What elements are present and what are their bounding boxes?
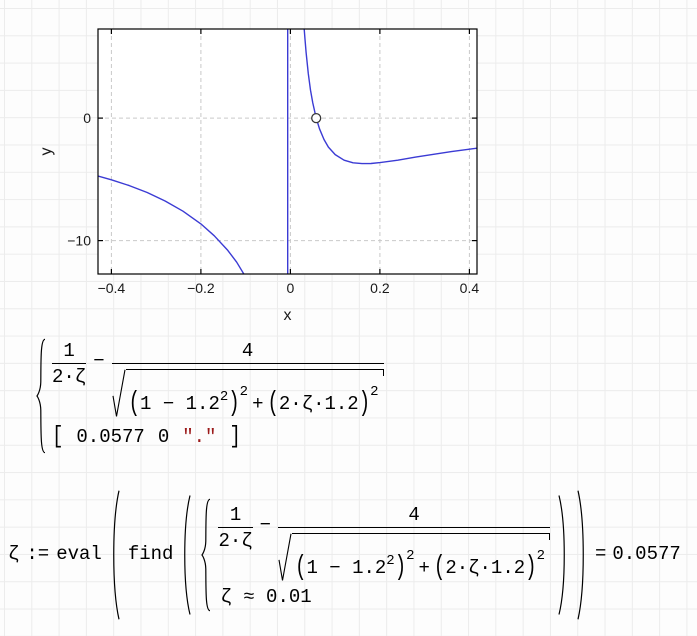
close-paren: ) xyxy=(525,550,537,583)
eval-function-name: eval xyxy=(56,543,102,566)
solve-definition-block[interactable]: ζ := eval find 1 2·ζ − 4 xyxy=(8,488,681,622)
matrix-value-2: 0 xyxy=(157,425,170,448)
close-paren-icon xyxy=(557,493,569,617)
open-paren: ( xyxy=(433,550,446,583)
square-root: (1 − 1.22)2+ (2·ζ·1.2)2 xyxy=(278,533,550,582)
open-paren: ( xyxy=(128,386,141,419)
numerator: 4 xyxy=(408,504,420,527)
term-2: 2·ζ·1.2 xyxy=(278,393,359,415)
x-axis-label: x xyxy=(284,307,292,324)
close-paren: ) xyxy=(228,386,240,419)
exponent: 2 xyxy=(239,384,249,400)
expression-row: 1 2·ζ − 4 (1 − 1.22)2+ (2·ζ·1.2)2 xyxy=(52,337,384,418)
expression-row: 1 2·ζ − 4 (1 − 1.22)2+ (2·ζ·1.2)2 xyxy=(218,501,550,582)
series-left-branch xyxy=(98,175,245,274)
system-body: 1 2·ζ − 4 (1 − 1.22)2+ (2·ζ·1.2)2 xyxy=(52,337,384,455)
minus-operator: − xyxy=(259,514,272,537)
equals-sign: = xyxy=(594,543,607,566)
exponent: 2 xyxy=(219,389,229,405)
svg-text:0: 0 xyxy=(83,110,91,126)
numerator: 1 xyxy=(63,340,75,363)
svg-text:0: 0 xyxy=(287,280,295,296)
denominator: 2·ζ xyxy=(52,366,87,388)
fraction-one-over-2zeta: 1 2·ζ xyxy=(52,337,87,389)
plot-curve xyxy=(98,29,477,274)
matrix-value-1: 0.0577 xyxy=(76,425,145,448)
result-value: 0.0577 xyxy=(612,543,681,566)
matrix-value-string: "." xyxy=(182,425,217,448)
term-2: 2·ζ·1.2 xyxy=(445,557,526,580)
svg-text:−0.2: −0.2 xyxy=(187,280,215,296)
numerator: 4 xyxy=(241,340,254,363)
fraction-one-over-2zeta: 1 2·ζ xyxy=(218,501,253,553)
plot-tick-labels: −0.4 −0.2 0 0.2 0.4 0 −10 xyxy=(67,110,479,296)
matrix-close-bracket: ] xyxy=(229,422,241,451)
svg-text:0.2: 0.2 xyxy=(370,280,390,296)
numerator: 1 xyxy=(229,504,242,527)
plot-border xyxy=(97,28,478,275)
find-function-name: find xyxy=(127,543,174,566)
open-paren: ( xyxy=(295,550,307,583)
term-1: 1 − 1.2 xyxy=(140,393,220,415)
denominator: (1 − 1.22)2+ (2·ζ·1.2)2 xyxy=(112,364,384,418)
close-paren: ) xyxy=(394,550,407,583)
result-matrix-row: [ 0.0577 0 "." ] xyxy=(52,422,384,451)
radicand: (1 − 1.22)2+ (2·ζ·1.2)2 xyxy=(125,369,384,419)
plot-axis-titles: xy xyxy=(38,148,292,325)
close-paren-icon xyxy=(576,488,588,622)
y-axis-label: y xyxy=(38,148,55,156)
trace-marker[interactable] xyxy=(311,112,322,124)
fraction-bar xyxy=(52,363,87,364)
close-paren: ) xyxy=(358,386,371,419)
fraction-bar xyxy=(218,527,253,529)
exponent: 2 xyxy=(370,384,379,400)
fraction-four-over-sqrt: 4 (1 − 1.22)2+ (2·ζ·1.2)2 xyxy=(111,337,384,418)
radicand: (1 − 1.22)2+ (2·ζ·1.2)2 xyxy=(292,533,550,582)
minus-operator: − xyxy=(93,350,105,372)
open-paren-icon xyxy=(180,493,192,617)
open-paren-icon xyxy=(109,488,121,622)
plus-operator: + xyxy=(252,393,264,415)
svg-text:0.4: 0.4 xyxy=(460,280,480,296)
denominator: 2·ζ xyxy=(218,530,253,553)
radical-sign-icon xyxy=(112,369,126,418)
left-brace-icon xyxy=(34,337,46,455)
exponent: 2 xyxy=(406,548,415,565)
guess-row: ζ ≈ 0.01 xyxy=(220,586,312,608)
term-1: 1 − 1.2 xyxy=(306,557,387,580)
fraction-four-over-sqrt: 4 (1 − 1.22)2+ (2·ζ·1.2)2 xyxy=(278,501,550,582)
assign-operator: := xyxy=(26,543,50,566)
zeta-variable: ζ xyxy=(8,543,20,566)
radical-sign-icon xyxy=(278,533,292,582)
plus-operator: + xyxy=(418,557,430,580)
exponent: 2 xyxy=(386,553,395,570)
svg-text:−10: −10 xyxy=(67,233,91,249)
series-right-branch xyxy=(303,29,477,165)
system-brace-icon xyxy=(199,497,211,613)
fraction-bar xyxy=(111,363,384,364)
svg-text:−0.4: −0.4 xyxy=(98,280,126,296)
matrix-open-bracket: [ xyxy=(52,422,64,451)
exponent: 2 xyxy=(536,548,545,565)
roots-expression-block[interactable]: 1 2·ζ − 4 (1 − 1.22)2+ (2·ζ·1.2)2 xyxy=(34,337,384,455)
square-root: (1 − 1.22)2+ (2·ζ·1.2)2 xyxy=(112,369,384,418)
denominator: (1 − 1.22)2+ (2·ζ·1.2)2 xyxy=(278,528,550,582)
plot-ticks xyxy=(98,29,477,274)
open-paren: ( xyxy=(267,386,279,419)
system-body: 1 2·ζ − 4 (1 − 1.22)2+ (2·ζ·1.2)2 xyxy=(218,501,550,609)
result-group: = 0.0577 xyxy=(594,543,681,566)
fraction-bar xyxy=(278,527,550,529)
